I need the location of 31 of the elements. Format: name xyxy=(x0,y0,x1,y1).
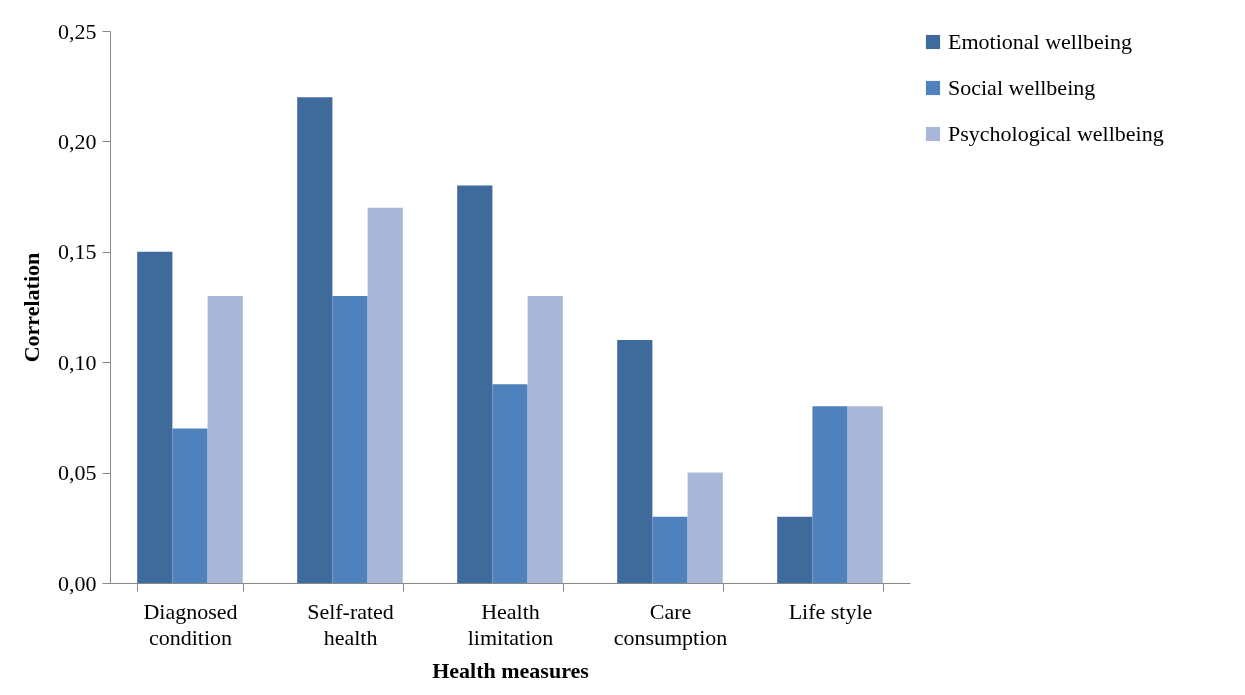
y-tick-label: 0,10 xyxy=(58,349,97,375)
legend-label: Emotional wellbeing xyxy=(948,29,1132,54)
y-tick-label: 0,15 xyxy=(58,239,97,265)
bar xyxy=(847,406,883,583)
legend-label: Psychological wellbeing xyxy=(948,121,1164,146)
bar xyxy=(617,340,653,583)
y-tick-label: 0,05 xyxy=(58,460,97,486)
bar xyxy=(777,516,813,583)
bar xyxy=(367,207,403,583)
y-tick-label: 0,00 xyxy=(58,570,97,596)
bar xyxy=(457,185,493,583)
x-tick-label: Care consumption xyxy=(613,598,728,650)
bar xyxy=(137,251,173,583)
y-axis-title: Correlation xyxy=(19,252,44,363)
x-axis-title: Health measures xyxy=(432,657,590,683)
y-tick-label: 0,20 xyxy=(58,128,97,154)
bar xyxy=(207,295,243,583)
y-tick-label: 0,25 xyxy=(58,18,97,44)
x-tick-label: Diagnosed condition xyxy=(143,598,238,650)
x-tick-label: Life style xyxy=(788,598,873,624)
bar xyxy=(332,295,368,583)
bar xyxy=(492,384,528,583)
x-tick-label: Health limitation xyxy=(467,598,554,650)
bar xyxy=(812,406,848,583)
bar xyxy=(527,295,563,583)
bar xyxy=(172,428,208,583)
bar xyxy=(652,516,688,583)
bar xyxy=(297,97,333,583)
bar xyxy=(687,472,723,583)
legend-label: Social wellbeing xyxy=(948,75,1096,100)
x-tick-label: Self-rated health xyxy=(307,598,394,650)
